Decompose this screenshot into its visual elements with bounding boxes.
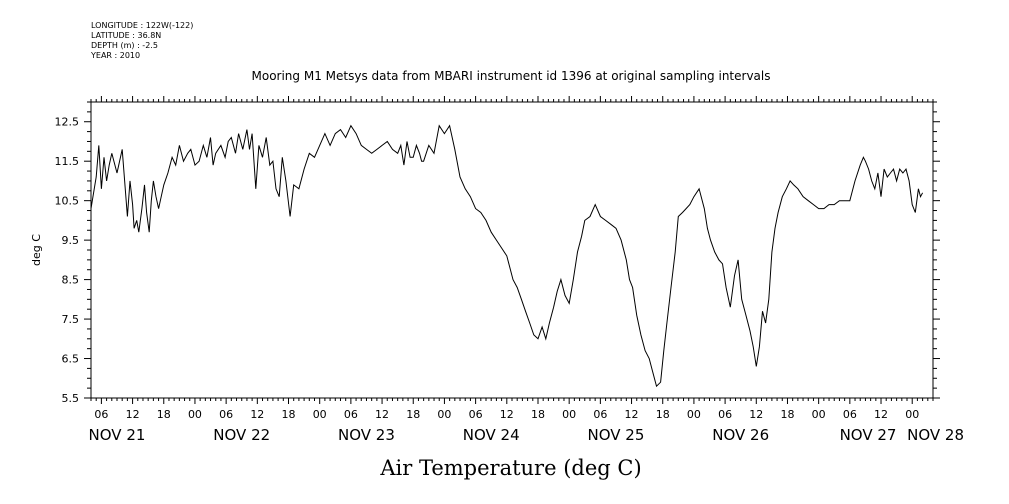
day-label: NOV 26	[712, 426, 769, 444]
year-label: YEAR : 2010	[91, 51, 141, 60]
tick-layer	[84, 96, 940, 404]
chart-title: Mooring M1 Metsys data from MBARI instru…	[252, 69, 771, 83]
x-tick-label: 18	[157, 408, 171, 421]
day-labels: NOV 21 NOV 22 NOV 23 NOV 24 NOV 25 NOV 26 NOV …	[89, 426, 965, 444]
x-tick-label: 12	[874, 408, 888, 421]
x-tick-label: 18	[656, 408, 670, 421]
x-tick-label: 06	[843, 408, 857, 421]
x-tick-label: 06	[718, 408, 732, 421]
air-temperature-series	[90, 124, 924, 388]
y-tick-label: 12.5	[55, 116, 80, 129]
y-tick-labels: 5.5 6.5 7.5 8.5 9.5 10.5 11.5 12.5	[55, 116, 80, 405]
x-tick-label: 00	[562, 408, 576, 421]
depth-label: DEPTH (m) : -2.5	[91, 41, 158, 50]
day-label: NOV 27	[840, 426, 897, 444]
x-tick-label: 00	[687, 408, 701, 421]
x-tick-label: 06	[344, 408, 358, 421]
day-label: NOV 25	[588, 426, 645, 444]
x-tick-label: 00	[812, 408, 826, 421]
x-tick-label: 00	[437, 408, 451, 421]
x-tick-label: 18	[531, 408, 545, 421]
x-tick-label: 00	[313, 408, 327, 421]
x-axis-label: Air Temperature (deg C)	[379, 456, 641, 480]
x-tick-label: 06	[593, 408, 607, 421]
x-tick-label: 12	[375, 408, 389, 421]
x-tick-label: 12	[500, 408, 514, 421]
y-tick-label: 7.5	[62, 313, 80, 326]
day-label: NOV 28	[907, 426, 964, 444]
y-tick-label: 6.5	[62, 353, 80, 366]
x-tick-label: 06	[94, 408, 108, 421]
x-tick-label: 06	[219, 408, 233, 421]
y-axis-label: deg C	[30, 234, 43, 266]
y-tick-label: 10.5	[55, 195, 80, 208]
x-tick-label: 12	[250, 408, 264, 421]
day-label: NOV 22	[213, 426, 270, 444]
y-tick-label: 11.5	[55, 155, 80, 168]
header-meta: LONGITUDE : 122W(-122) LATITUDE : 36.8N …	[91, 21, 193, 61]
y-tick-label: 8.5	[62, 274, 80, 287]
x-tick-label: 18	[780, 408, 794, 421]
day-label: NOV 24	[463, 426, 520, 444]
x-tick-label: 12	[625, 408, 639, 421]
day-label: NOV 21	[89, 426, 146, 444]
x-tick-labels: 06 12 18 00 06 12 18 00 06 12 18 00 06 12 18 00 06 12 18 00…	[94, 408, 919, 421]
latitude-label: LATITUDE : 36.8N	[91, 31, 162, 40]
y-tick-label: 5.5	[62, 392, 80, 405]
y-tick-label: 9.5	[62, 234, 80, 247]
day-label: NOV 23	[338, 426, 395, 444]
x-tick-label: 00	[905, 408, 919, 421]
x-tick-label: 06	[469, 408, 483, 421]
x-tick-label: 18	[406, 408, 420, 421]
x-tick-label: 18	[282, 408, 296, 421]
longitude-label: LONGITUDE : 122W(-122)	[91, 21, 194, 30]
x-tick-label: 12	[126, 408, 140, 421]
plot-frame	[90, 101, 934, 399]
x-tick-label: 12	[749, 408, 763, 421]
x-tick-label: 00	[188, 408, 202, 421]
